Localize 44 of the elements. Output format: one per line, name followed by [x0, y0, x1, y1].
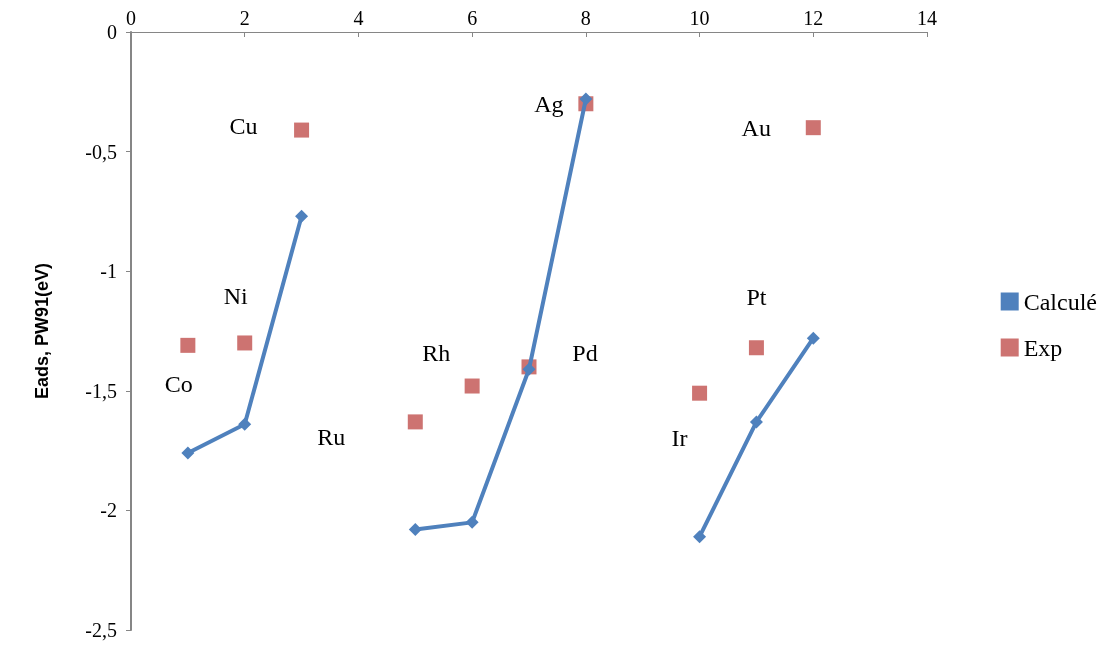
- y-tick-label: -2,5: [85, 619, 117, 641]
- point: [579, 92, 593, 106]
- point: [407, 414, 423, 430]
- annotation: Au: [741, 114, 771, 141]
- point: [806, 331, 820, 345]
- y-tick-label: -1: [100, 260, 117, 283]
- legend-label: Calculé: [1023, 288, 1098, 315]
- point: [465, 515, 479, 529]
- annotation: Ir: [671, 425, 688, 452]
- x-tick-label: 6: [467, 7, 478, 29]
- x-tick-label: 12: [803, 7, 824, 29]
- annotation: Pt: [746, 283, 767, 310]
- point: [238, 417, 252, 431]
- point: [237, 335, 253, 351]
- annotation: Ag: [534, 90, 564, 117]
- annotation: Co: [164, 371, 193, 398]
- x-tick-label: 8: [580, 7, 591, 29]
- y-tick-label: -0,5: [85, 140, 117, 163]
- x-tick-label: 4: [353, 7, 364, 29]
- point: [693, 530, 707, 544]
- point: [295, 209, 309, 223]
- annotation: Pd: [572, 339, 598, 366]
- x-tick-label: 2: [239, 7, 250, 29]
- y-tick-label: -1,5: [85, 379, 117, 402]
- x-tick-label: 0: [126, 7, 136, 29]
- annotation: Cu: [229, 113, 258, 140]
- x-tick-label: 14: [917, 7, 937, 29]
- y-axis-title: Eads, PW91(eV): [32, 262, 52, 400]
- annotation: Ru: [317, 423, 346, 450]
- y-tick-label: 0: [107, 21, 117, 43]
- y-tick-label: -2: [100, 499, 117, 522]
- point: [181, 446, 195, 460]
- point: [805, 120, 821, 136]
- point: [692, 385, 708, 401]
- point: [464, 378, 480, 394]
- x-tick-label: 10: [689, 7, 710, 29]
- point: [408, 523, 422, 537]
- point: [749, 415, 763, 429]
- point: [294, 122, 310, 138]
- legend-label: Exp: [1023, 334, 1063, 361]
- point: [748, 340, 764, 356]
- annotation: Ni: [223, 282, 249, 309]
- point: [180, 337, 196, 353]
- annotation: Rh: [422, 340, 451, 367]
